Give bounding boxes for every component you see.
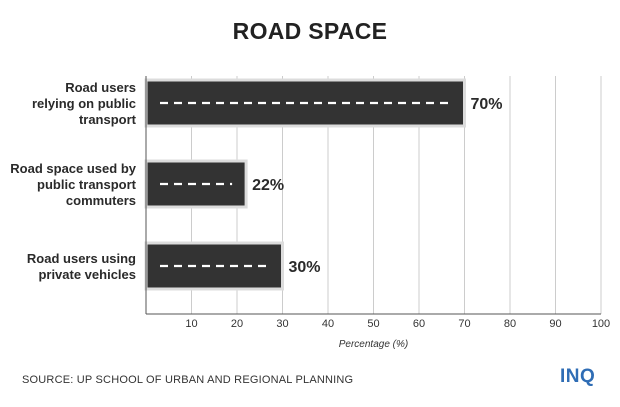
source-note: SOURCE: UP SCHOOL OF URBAN AND REGIONAL … xyxy=(22,374,354,386)
bar-value-label: 70% xyxy=(471,96,503,113)
category-label: Road space used by public transport commut… xyxy=(10,161,136,208)
category-label: Road users using private vehicles xyxy=(27,251,136,282)
category-label-line: relying on public xyxy=(32,96,136,111)
category-label-line: public transport xyxy=(37,177,137,192)
x-tick-label: 60 xyxy=(413,318,425,330)
category-label-line: commuters xyxy=(66,193,136,208)
x-tick-label: 50 xyxy=(367,318,379,330)
x-tick-label: 10 xyxy=(185,318,197,330)
x-tick-label: 100 xyxy=(592,318,610,330)
category-label-line: Road users using xyxy=(27,251,136,266)
inq-logo: INQ xyxy=(560,366,596,387)
chart-title: ROAD SPACE xyxy=(232,18,388,44)
x-tick-label: 80 xyxy=(504,318,516,330)
category-label-line: transport xyxy=(79,112,137,127)
x-axis-label: Percentage (%) xyxy=(339,339,408,350)
category-label-line: Road users xyxy=(65,80,136,95)
category-label-line: private vehicles xyxy=(38,267,136,282)
category-label: Road users relying on public transport xyxy=(32,80,137,127)
x-tick-label: 30 xyxy=(276,318,288,330)
x-tick-label: 90 xyxy=(549,318,561,330)
category-label-line: Road space used by xyxy=(10,161,136,176)
bar-value-label: 22% xyxy=(252,177,284,194)
bar-value-label: 30% xyxy=(289,259,321,276)
x-tick-label: 70 xyxy=(458,318,470,330)
x-tick-label: 40 xyxy=(322,318,334,330)
x-tick-label: 20 xyxy=(231,318,243,330)
